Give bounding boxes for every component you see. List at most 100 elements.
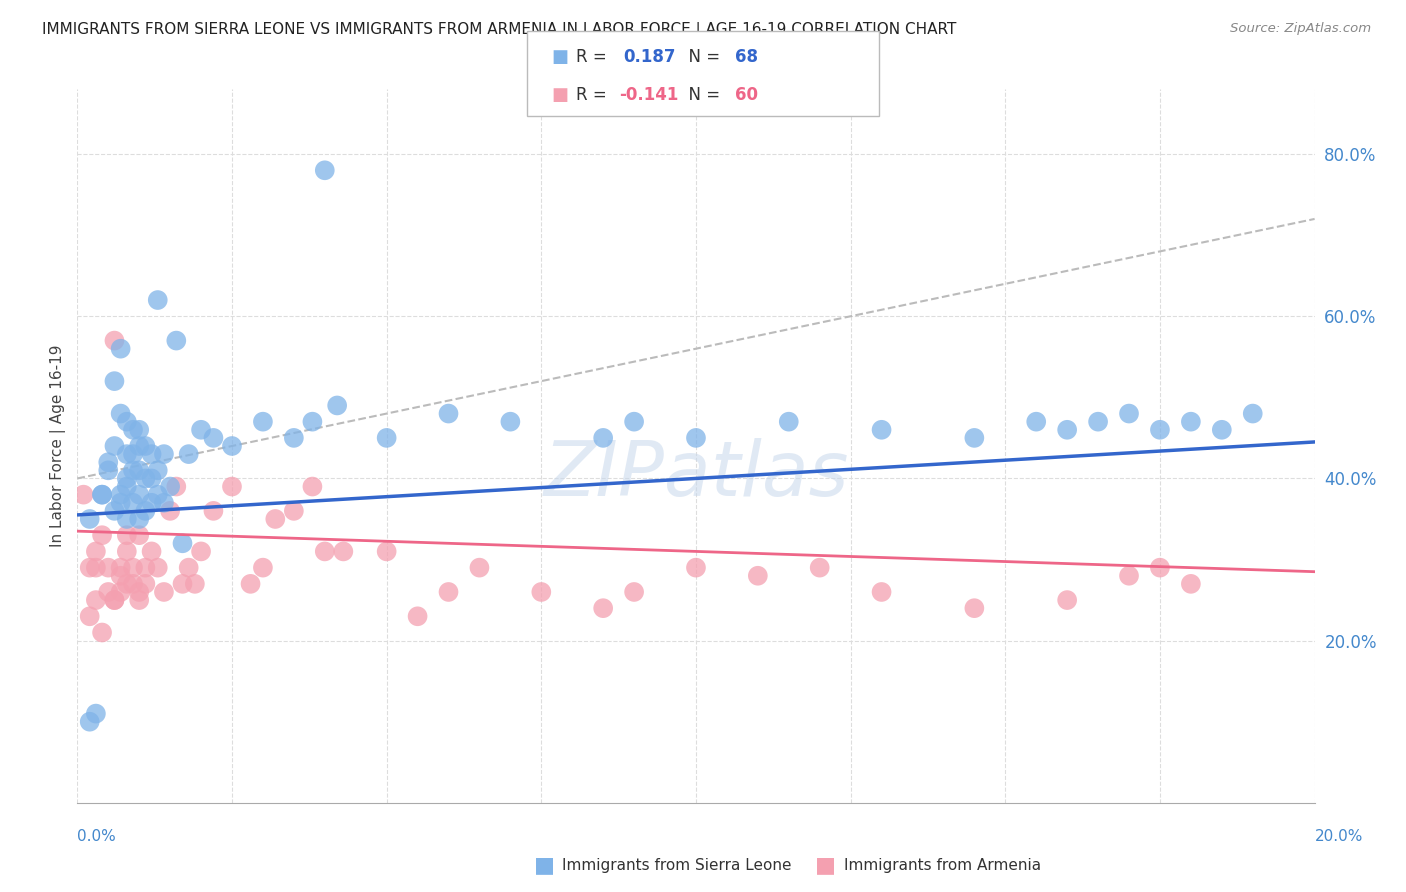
Point [301,479,323,493]
Text: ■: ■ [551,86,568,103]
Text: R =: R = [576,48,613,66]
Point [963,601,986,615]
Point [190,423,212,437]
Point [122,560,145,574]
Point [122,423,145,437]
Point [1241,407,1264,421]
Point [103,439,125,453]
Point [326,399,349,413]
Point [808,560,831,574]
Text: 20.0%: 20.0% [1315,830,1362,844]
Point [1025,415,1047,429]
Point [91,488,114,502]
Point [314,544,336,558]
Point [1087,415,1109,429]
Point [468,560,491,574]
Text: ■: ■ [551,48,568,66]
Point [128,439,150,453]
Point [110,342,132,356]
Text: Immigrants from Armenia: Immigrants from Armenia [844,858,1040,872]
Point [1180,577,1202,591]
Point [115,447,138,461]
Point [115,577,138,591]
Point [128,593,150,607]
Text: 0.0%: 0.0% [77,830,117,844]
Text: N =: N = [678,48,725,66]
Point [437,407,460,421]
Point [134,439,156,453]
Text: ZIPatlas: ZIPatlas [543,438,849,511]
Point [184,577,207,591]
Point [1118,407,1140,421]
Point [252,560,274,574]
Text: R =: R = [576,86,613,103]
Point [239,577,262,591]
Point [122,496,145,510]
Point [122,463,145,477]
Point [110,585,132,599]
Point [747,568,769,582]
Point [165,479,187,493]
Point [103,374,125,388]
Point [778,415,800,429]
Point [141,496,163,510]
Point [146,293,169,307]
Point [172,577,194,591]
Point [1118,568,1140,582]
Point [177,560,200,574]
Text: 0.187: 0.187 [623,48,675,66]
Point [91,625,114,640]
Point [110,496,132,510]
Point [79,609,101,624]
Point [1211,423,1233,437]
Point [141,447,163,461]
Point [592,601,614,615]
Point [963,431,986,445]
Text: Source: ZipAtlas.com: Source: ZipAtlas.com [1230,22,1371,36]
Text: Immigrants from Sierra Leone: Immigrants from Sierra Leone [562,858,792,872]
Point [84,560,107,574]
Point [165,334,187,348]
Point [146,488,169,502]
Point [97,560,120,574]
Point [84,593,107,607]
Point [97,455,120,469]
Point [84,706,107,721]
Point [134,560,156,574]
Text: -0.141: -0.141 [619,86,678,103]
Point [115,512,138,526]
Point [685,431,707,445]
Point [110,568,132,582]
Point [252,415,274,429]
Point [128,423,150,437]
Point [375,544,398,558]
Point [870,585,893,599]
Point [1149,423,1171,437]
Point [264,512,287,526]
Text: N =: N = [678,86,725,103]
Point [314,163,336,178]
Point [115,471,138,485]
Point [110,407,132,421]
Y-axis label: In Labor Force | Age 16-19: In Labor Force | Age 16-19 [51,344,66,548]
Point [592,431,614,445]
Point [84,544,107,558]
Point [153,447,176,461]
Point [153,585,176,599]
Text: ■: ■ [815,855,837,875]
Point [103,334,125,348]
Point [406,609,429,624]
Text: 68: 68 [735,48,758,66]
Point [332,544,354,558]
Point [202,504,225,518]
Point [79,512,101,526]
Point [301,415,323,429]
Point [437,585,460,599]
Point [103,504,125,518]
Point [134,504,156,518]
Point [134,577,156,591]
Point [115,479,138,493]
Point [128,585,150,599]
Point [128,463,150,477]
Point [623,585,645,599]
